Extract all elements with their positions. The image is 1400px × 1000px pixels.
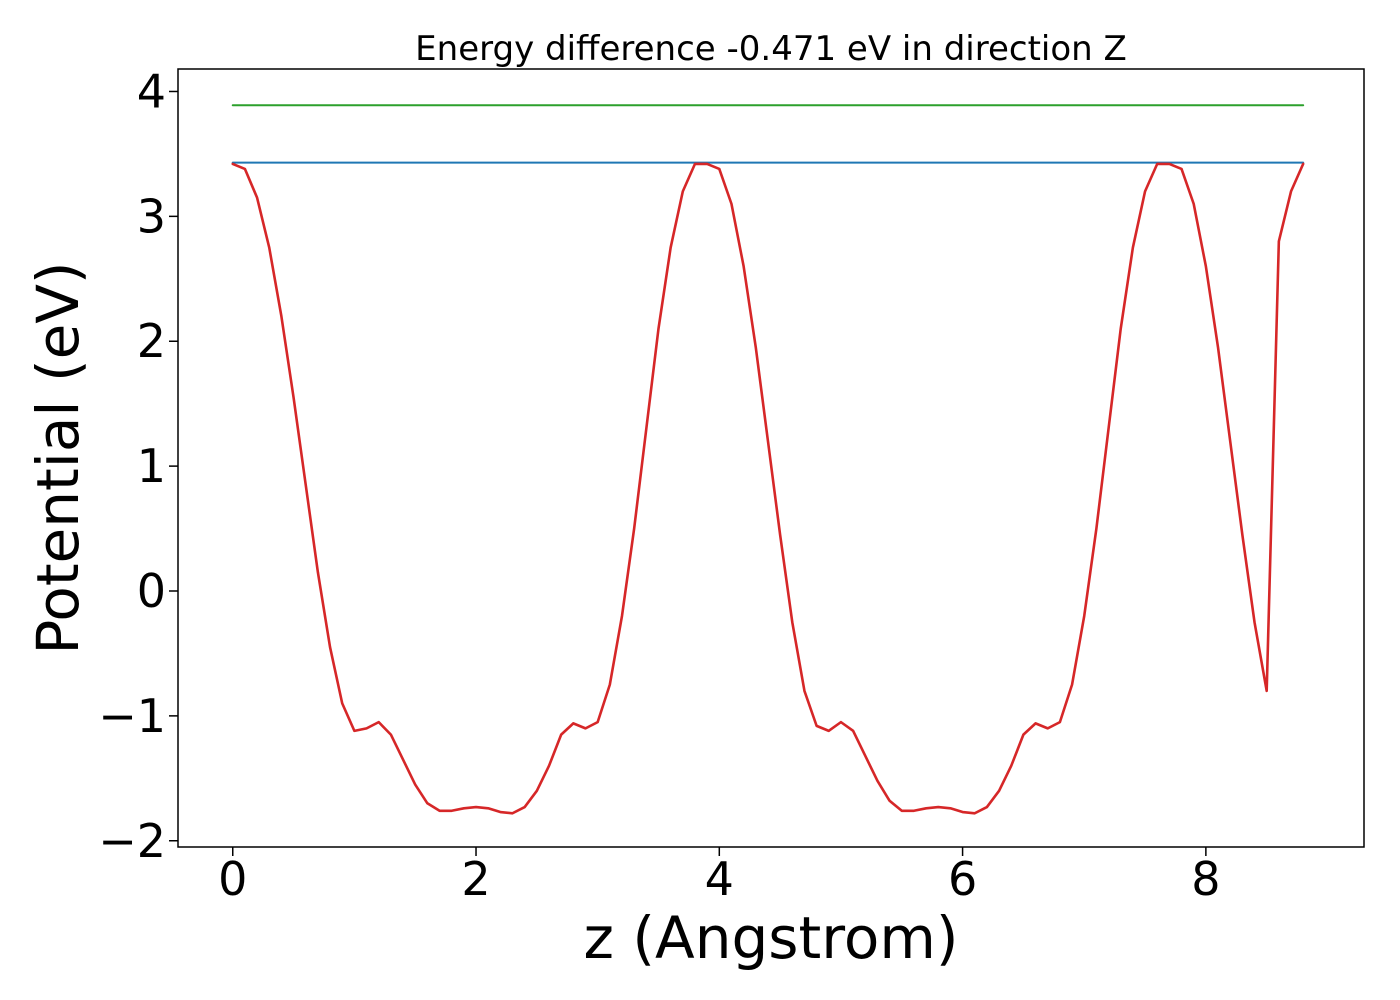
y-tick-label-7: 4 — [137, 64, 166, 118]
y-tick-label-4: 1 — [137, 439, 166, 493]
y-tick-label-3: 0 — [137, 564, 166, 618]
y-axis-label: Potential (eV) — [24, 261, 92, 654]
x-tick-label-4: 6 — [948, 852, 977, 906]
y-tick-label-5: 2 — [137, 314, 166, 368]
x-tick-label-1: 0 — [218, 852, 247, 906]
x-tick-label-3: 4 — [705, 852, 734, 906]
x-axis: 0 2 4 6 8 — [218, 847, 1221, 906]
chart-title: Energy difference -0.471 eV in direction… — [415, 29, 1127, 69]
y-tick-label-6: 3 — [137, 189, 166, 243]
y-tick-label-2: −1 — [98, 689, 166, 743]
y-tick-label-1: −2 — [98, 814, 166, 868]
x-axis-label: z (Angstrom) — [584, 904, 959, 972]
plot-area — [231, 104, 1305, 815]
y-axis: −2 −1 0 1 2 3 4 — [98, 64, 178, 868]
plot-frame — [177, 68, 1365, 848]
x-tick-label-2: 2 — [461, 852, 490, 906]
x-tick-label-5: 8 — [1191, 852, 1220, 906]
series-line-3 — [231, 162, 1305, 815]
